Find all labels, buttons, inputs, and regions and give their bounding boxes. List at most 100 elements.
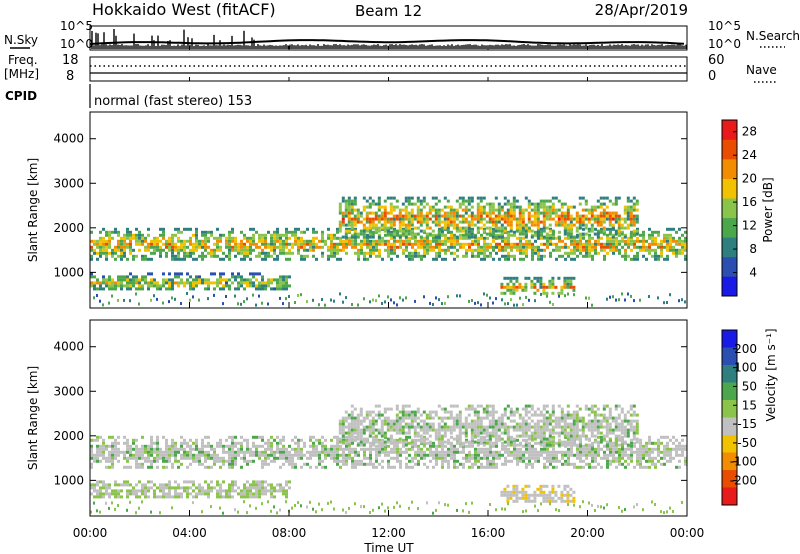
heatmap-cell: [99, 248, 102, 252]
heatmap-cell: [267, 302, 269, 306]
heatmap-cell: [666, 444, 669, 448]
heatmap-cell: [651, 248, 654, 252]
heatmap-cell: [162, 459, 165, 463]
heatmap-cell: [425, 428, 429, 432]
heatmap-cell: [593, 217, 597, 221]
heatmap-cell: [494, 431, 498, 435]
heatmap-cell: [180, 239, 183, 243]
heatmap-cell: [515, 217, 519, 221]
heatmap-cell: [380, 422, 384, 426]
heatmap-cell: [297, 447, 300, 451]
heatmap-cell: [402, 450, 405, 454]
heatmap-cell: [524, 226, 528, 230]
heatmap-cell: [192, 456, 195, 460]
heatmap-cell: [276, 257, 279, 261]
heatmap-cell: [222, 251, 225, 255]
heatmap-cell: [534, 456, 537, 460]
heatmap-cell: [270, 441, 273, 445]
heatmap-cell: [458, 410, 462, 414]
heatmap-cell: [102, 287, 105, 291]
heatmap-cell: [330, 453, 333, 457]
heatmap-cell: [501, 245, 504, 249]
heatmap-cell: [407, 223, 411, 227]
heatmap-cell: [366, 242, 369, 246]
heatmap-cell: [392, 196, 396, 200]
heatmap-cell: [548, 223, 552, 227]
heatmap-cell: [264, 281, 267, 285]
heatmap-cell: [183, 254, 186, 258]
heatmap-cell: [521, 220, 525, 224]
heatmap-cell: [486, 450, 489, 454]
heatmap-cell: [372, 438, 375, 442]
heatmap-cell: [578, 416, 582, 420]
heatmap-cell: [681, 245, 684, 249]
heatmap-cell: [419, 199, 423, 203]
heatmap-cell: [447, 450, 450, 454]
heatmap-cell: [440, 208, 444, 212]
heatmap-cell: [485, 431, 489, 435]
heatmap-cell: [447, 465, 450, 469]
heatmap-cell: [539, 211, 543, 215]
heatmap-cell: [395, 425, 399, 429]
heatmap-cell: [525, 295, 527, 299]
heatmap-cell: [618, 447, 621, 451]
heatmap-cell: [503, 217, 507, 221]
heatmap-cell: [213, 462, 216, 466]
heatmap-cell: [414, 242, 417, 246]
heatmap-cell: [599, 431, 603, 435]
heatmap-cell: [353, 202, 357, 206]
heatmap-cell: [225, 254, 228, 258]
heatmap-cell: [348, 236, 351, 240]
heatmap-cell: [93, 284, 96, 288]
heatmap-cell: [345, 441, 348, 445]
heatmap-cell: [108, 239, 111, 243]
heatmap-cell: [513, 450, 516, 454]
heatmap-cell: [507, 251, 510, 255]
heatmap-cell: [407, 214, 411, 218]
heatmap-cell: [432, 456, 435, 460]
heatmap-cell: [429, 239, 432, 243]
heatmap-cell: [587, 443, 591, 447]
heatmap-cell: [336, 459, 339, 463]
heatmap-cell: [566, 437, 570, 441]
heatmap-cell: [566, 434, 570, 438]
heatmap-cell: [605, 425, 609, 429]
heatmap-cell: [564, 245, 567, 249]
heatmap-cell: [428, 232, 432, 236]
heatmap-cell: [590, 226, 594, 230]
heatmap-cell: [366, 233, 369, 237]
heatmap-cell: [506, 285, 510, 289]
heatmap-cell: [171, 278, 174, 282]
heatmap-cell: [135, 462, 138, 466]
heatmap-cell: [578, 196, 582, 200]
heatmap-cell: [207, 297, 209, 301]
heatmap-cell: [611, 211, 615, 215]
heatmap-cell: [362, 205, 366, 209]
colorbar-swatch: [722, 159, 737, 179]
heatmap-cell: [186, 254, 189, 258]
heatmap-cell: [666, 450, 669, 454]
heatmap-cell: [513, 257, 516, 261]
heatmap-cell: [450, 447, 453, 451]
heatmap-cell: [189, 251, 192, 255]
heatmap-cell: [225, 295, 227, 298]
heatmap-cell: [246, 438, 249, 442]
heatmap-cell: [501, 447, 504, 451]
heatmap-cell: [354, 450, 357, 454]
heatmap-cell: [488, 226, 492, 230]
heatmap-cell: [452, 226, 456, 230]
heatmap-cell: [602, 211, 606, 215]
heatmap-cell: [240, 284, 243, 288]
heatmap-cell: [198, 275, 201, 279]
heatmap-cell: [153, 294, 155, 298]
heatmap-cell: [452, 220, 456, 224]
heatmap-cell: [669, 227, 672, 231]
heatmap-cell: [369, 456, 372, 460]
heatmap-cell: [545, 205, 549, 209]
heatmap-cell: [630, 450, 633, 454]
heatmap-cell: [339, 236, 342, 240]
heatmap-cell: [518, 232, 522, 236]
heatmap-cell: [666, 254, 669, 258]
heatmap-cell: [539, 205, 543, 209]
heatmap-cell: [657, 257, 660, 261]
